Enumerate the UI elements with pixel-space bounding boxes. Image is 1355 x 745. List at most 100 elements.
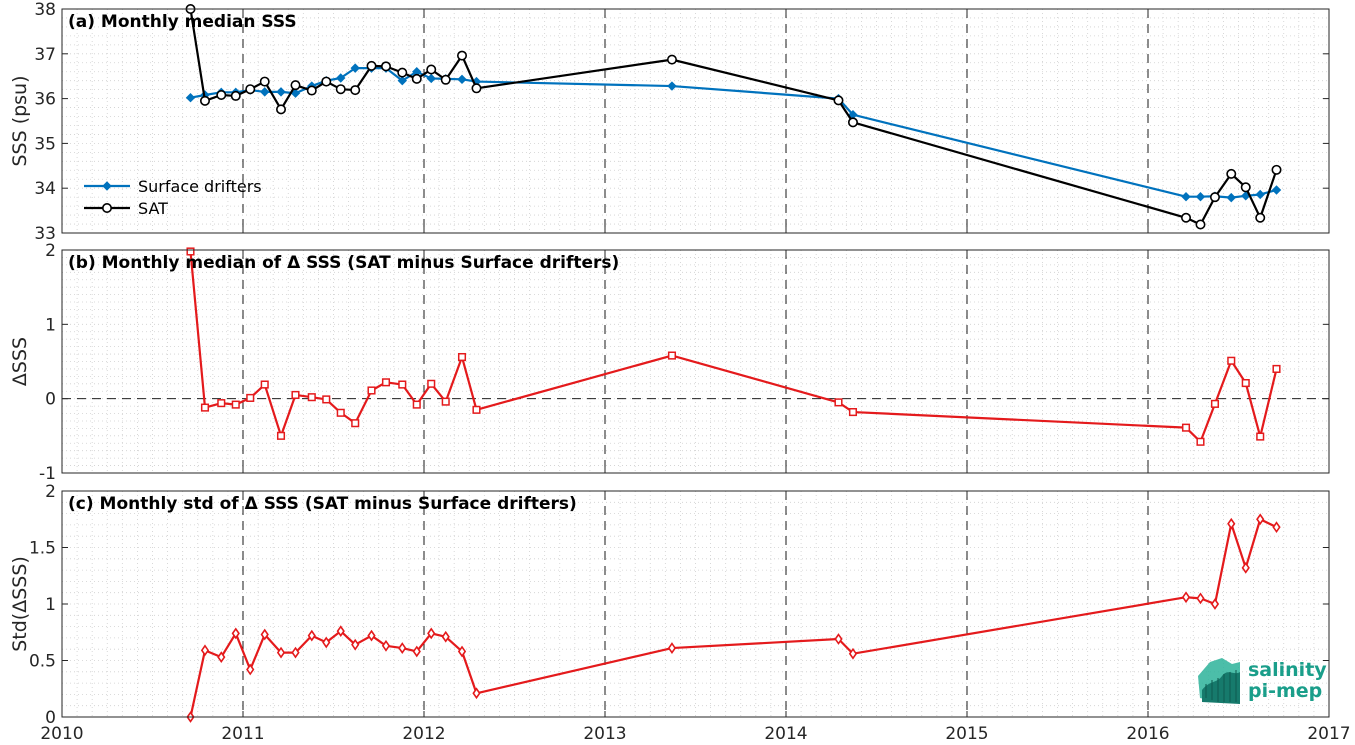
data-point: [185, 92, 196, 103]
axes-box: [61, 249, 1330, 474]
x-tick-label: 2010: [40, 724, 83, 744]
data-point: [1272, 521, 1281, 534]
data-point: [380, 61, 391, 72]
legend-label: SAT: [138, 199, 168, 218]
data-point: [307, 393, 316, 402]
data-point: [441, 397, 450, 406]
y-tick-label: 2: [45, 482, 56, 502]
data-point: [276, 431, 286, 440]
data-point: [260, 628, 269, 641]
data-point: [441, 630, 450, 643]
minor-grid: [62, 9, 1329, 233]
data-point: [426, 73, 436, 84]
axes-box: [61, 8, 1330, 234]
x-tick-label: 2015: [945, 724, 988, 744]
data-point: [472, 687, 481, 700]
data-point: [1227, 517, 1236, 530]
data-point: [412, 645, 421, 658]
legend-label: Surface drifters: [138, 177, 262, 196]
data-point: [412, 400, 421, 409]
panel-c: 0 0.5 1 1.5 2 2010 2011 2012 2013 2014 2015 2016 201…: [9, 482, 1351, 744]
data-point: [397, 75, 407, 86]
data-point: [217, 399, 226, 408]
data-point: [350, 85, 361, 96]
data-point: [1256, 432, 1265, 441]
series-sat: [185, 4, 1282, 230]
data-point: [1181, 212, 1192, 223]
panel-title: (b) Monthly median of Δ SSS (SAT minus S…: [68, 253, 619, 273]
data-point: [351, 638, 360, 651]
data-point: [199, 95, 210, 106]
data-point: [367, 629, 376, 642]
data-point: [291, 646, 300, 659]
data-point: [245, 84, 256, 95]
data-point: [847, 117, 858, 128]
data-point: [1241, 379, 1250, 388]
data-point: [366, 60, 377, 71]
data-point: [1226, 168, 1237, 179]
data-point: [457, 50, 468, 61]
series-delta: [186, 513, 1281, 723]
data-point: [322, 636, 331, 649]
data-point: [306, 85, 317, 96]
data-point: [350, 63, 360, 73]
data-point: [291, 390, 300, 399]
y-tick-label: 0: [45, 390, 56, 410]
data-point: [321, 76, 332, 87]
y-tick-label: 1.5: [29, 539, 56, 559]
data-point: [246, 663, 255, 676]
data-point: [1272, 364, 1281, 373]
data-point: [834, 633, 843, 645]
data-point: [667, 642, 677, 654]
data-point: [335, 84, 346, 95]
y-axis-label: Std(ΔSSS): [9, 556, 31, 652]
y-tick-label: 33: [34, 224, 56, 244]
data-point: [1240, 182, 1251, 193]
data-point: [1255, 212, 1266, 223]
data-point: [1241, 561, 1250, 574]
data-point: [336, 625, 345, 638]
y-tick-label: 1: [45, 595, 56, 615]
panel-b: -1 0 1 2 ΔSSS (b) Monthly median of Δ SSS (SA…: [9, 241, 1330, 484]
data-point: [1196, 437, 1205, 446]
data-point: [186, 247, 195, 256]
data-point: [1256, 513, 1265, 526]
y-axis-label: ΔSSS: [9, 337, 31, 386]
data-point: [440, 74, 451, 85]
y-axis-label: SSS (psu): [9, 75, 31, 166]
data-point: [336, 408, 345, 417]
logo-wave-icon: [1198, 658, 1240, 704]
x-tick-label: 2012: [402, 724, 445, 744]
salinity-pimep-logo: salinity pi-mep: [1198, 658, 1327, 704]
data-point: [246, 393, 255, 402]
data-point: [1255, 189, 1265, 200]
data-point: [216, 90, 227, 101]
data-point: [1196, 592, 1205, 605]
data-point: [427, 627, 436, 640]
data-point: [307, 629, 316, 642]
y-tick-label: 36: [34, 90, 56, 110]
data-point: [667, 351, 677, 360]
x-tick-label: 2013: [583, 724, 626, 744]
panel-a: 33 34 35 36 37 38 SSS (psu) (a) Monthly median …: [9, 0, 1330, 244]
data-point: [1210, 598, 1220, 610]
data-point: [1195, 219, 1206, 230]
data-point: [290, 80, 301, 91]
y-tick-label: 34: [34, 179, 56, 199]
panel-title: (c) Monthly std of Δ SSS (SAT minus Surf…: [68, 494, 577, 514]
data-point: [1181, 591, 1191, 604]
x-tick-label: 2016: [1126, 724, 1169, 744]
data-point: [472, 405, 481, 414]
data-point: [398, 380, 407, 389]
panel-title: (a) Monthly median SSS: [68, 12, 297, 32]
data-point: [1271, 185, 1282, 195]
logo-line1: salinity: [1248, 659, 1327, 681]
data-point: [1226, 192, 1236, 203]
data-point: [457, 74, 467, 85]
data-point: [231, 627, 240, 640]
series-delta: [186, 247, 1281, 446]
data-point: [336, 73, 346, 83]
data-point: [848, 647, 858, 660]
data-point: [427, 379, 436, 388]
